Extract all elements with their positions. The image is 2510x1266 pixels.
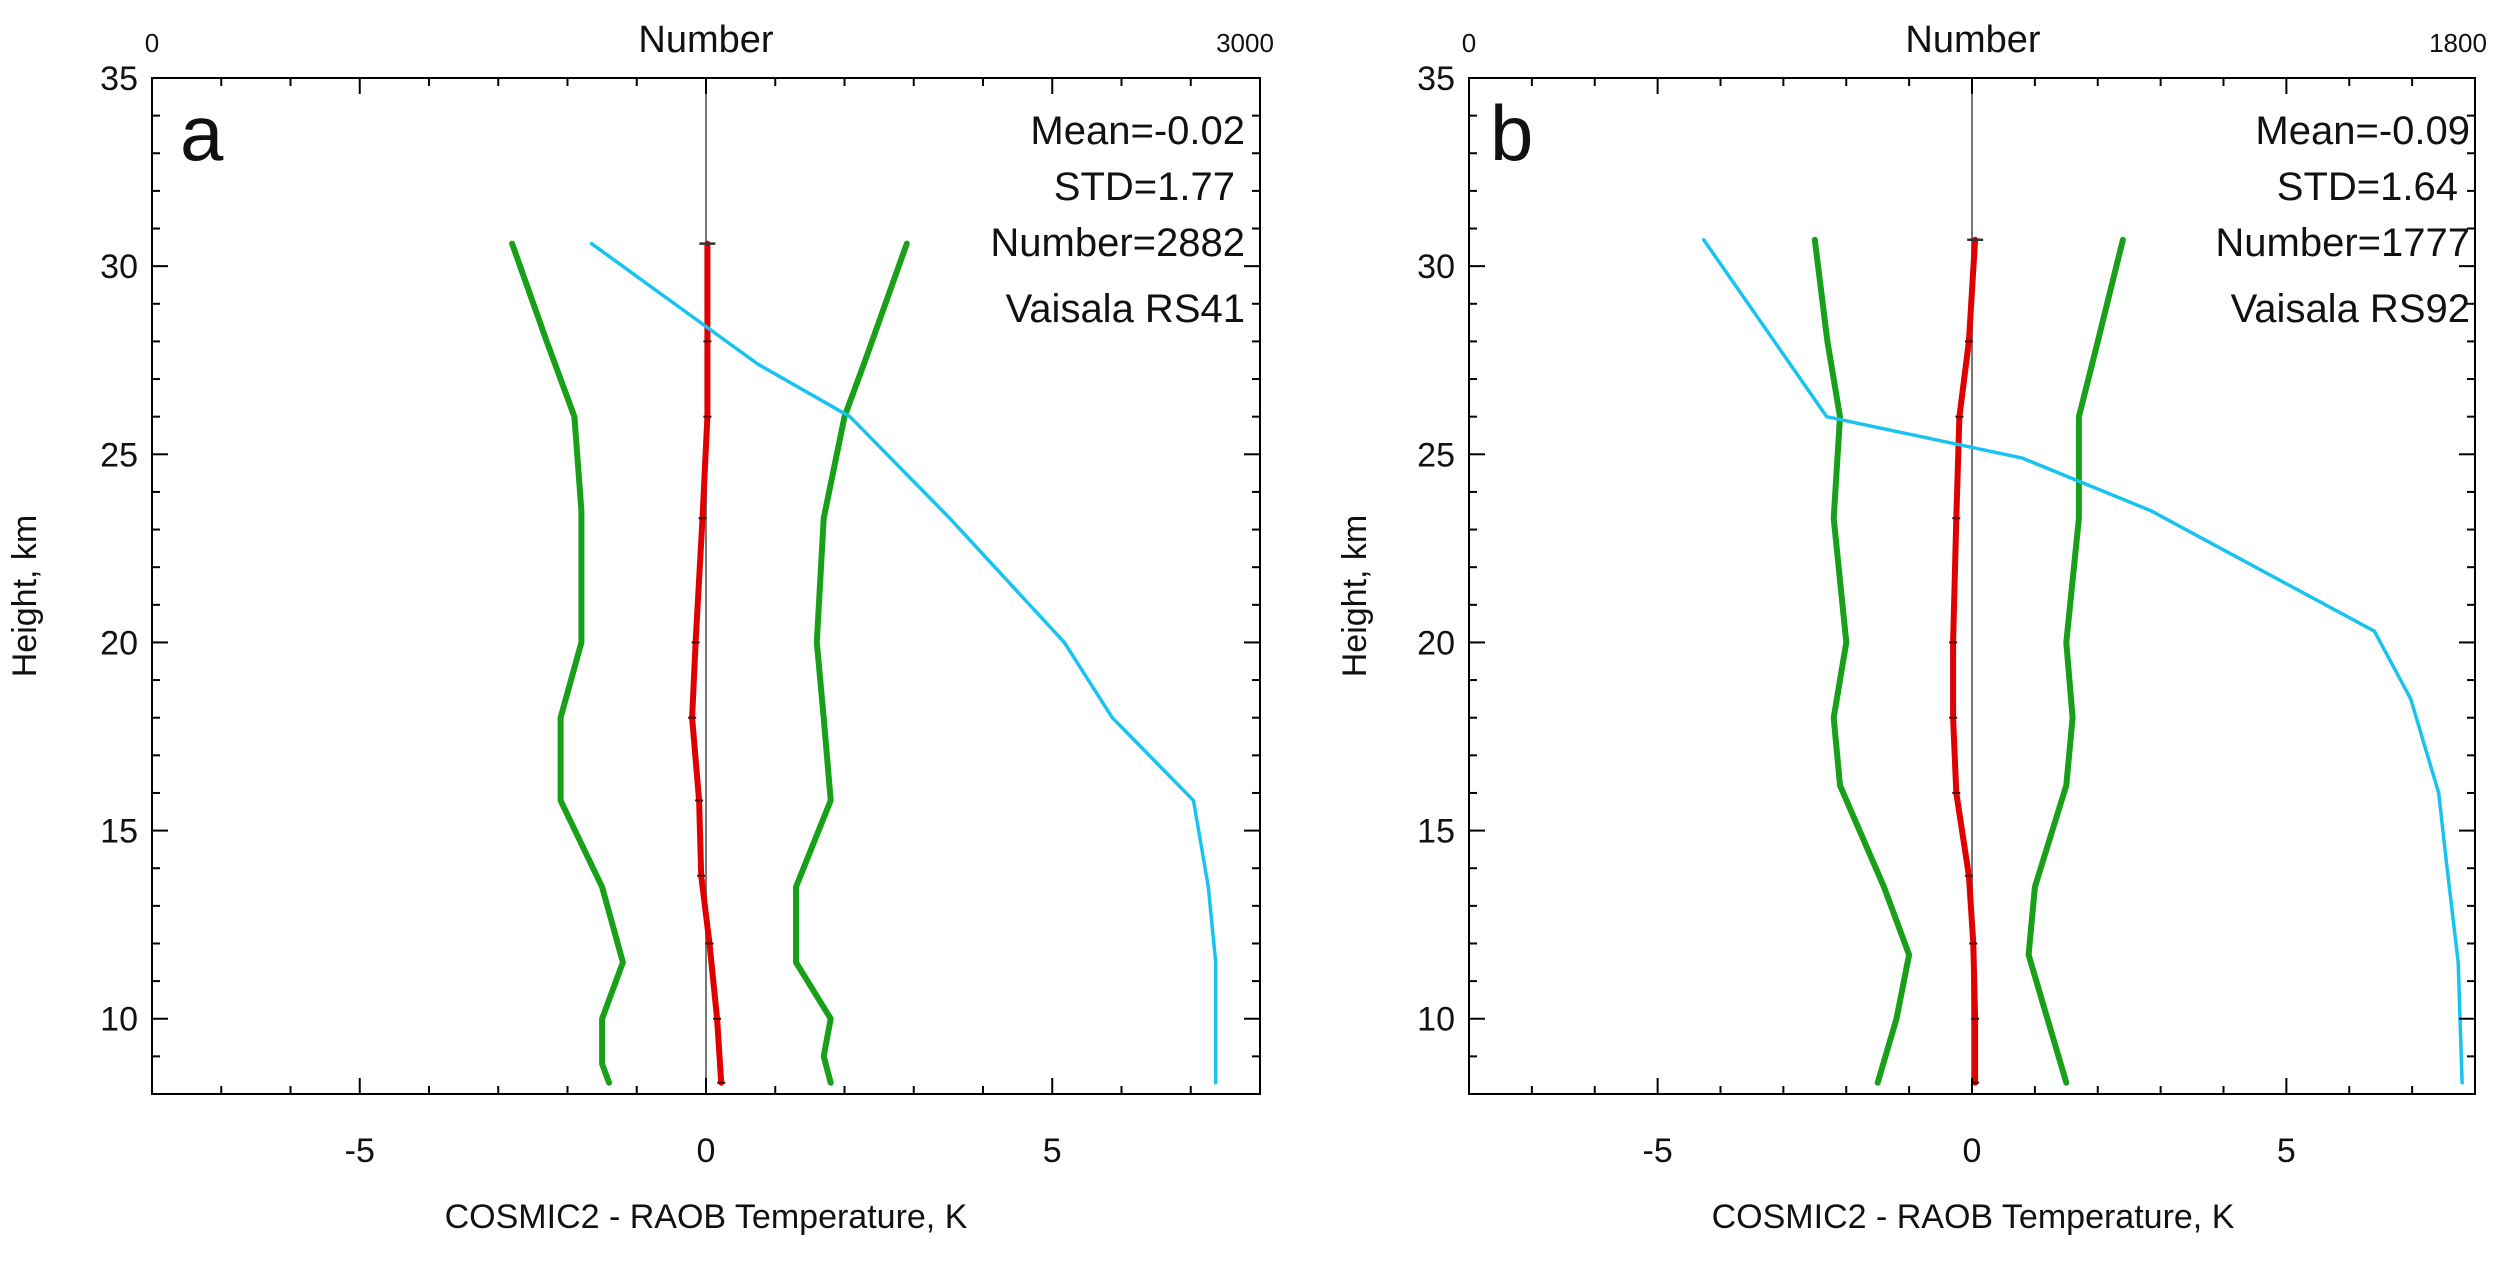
- panel-b-x-tick-label-neg5: -5: [1643, 1132, 1673, 1170]
- panel-a-stat-std: STD=1.77: [1054, 165, 1235, 209]
- panel-a-y-tick-label-15: 15: [100, 813, 138, 851]
- panel-b-instrument-label: Vaisala RS92: [2231, 287, 2470, 331]
- panel-b-y-tick-label-30: 30: [1417, 248, 1455, 286]
- panel-b: 10 15 20 25 30 35 -5 0 5 b Number 0 1800 COSMIC2…: [1336, 19, 2487, 1236]
- panel-b-x-axis-title: COSMIC2 - RAOB Temperature, K: [1712, 1198, 2235, 1236]
- panel-b-x-tick-label-0: 0: [1963, 1132, 1982, 1170]
- panel-a-letter: a: [180, 89, 224, 177]
- panel-a-y-tick-label-30: 30: [100, 248, 138, 286]
- panel-a-top-axis-min-label: 0: [145, 28, 159, 58]
- panel-b-top-axis-title: Number: [1905, 19, 2040, 61]
- panel-b-series-count: [1701, 238, 2464, 1085]
- panel-b-x-tick-label-5: 5: [2277, 1132, 2296, 1170]
- panel-b-top-axis-max-label: 1800: [2429, 28, 2487, 58]
- panel-a-series-std-minus: [509, 240, 626, 1086]
- panel-a-x-tick-label-neg5: -5: [345, 1132, 375, 1170]
- panel-b-data: [1701, 78, 2464, 1094]
- panel-b-top-axis-min-label: 0: [1462, 28, 1476, 58]
- panel-a-series-count: [589, 241, 1218, 1085]
- panel-b-axes: 10 15 20 25 30 35 -5 0 5: [1417, 60, 2476, 1170]
- panel-a-top-axis-title: Number: [638, 19, 773, 61]
- panel-b-stat-std: STD=1.64: [2277, 165, 2458, 209]
- panel-a-instrument-label: Vaisala RS41: [1006, 287, 1245, 331]
- panel-a-data: [509, 78, 1218, 1094]
- panel-a: 10 15 20 25 30 35 -5 0 5 a Number 0 3000 COSMIC2…: [6, 19, 1274, 1236]
- panel-a-stat-mean: Mean=-0.02: [1030, 109, 1245, 153]
- panel-a-x-tick-label-5: 5: [1043, 1132, 1062, 1170]
- panel-b-series-std-plus: [2025, 236, 2126, 1086]
- panel-b-stat-number: Number=1777: [2215, 221, 2470, 265]
- panel-a-top-axis-max-label: 3000: [1216, 28, 1274, 58]
- panel-a-stat-number: Number=2882: [990, 221, 1245, 265]
- panel-b-y-tick-label-20: 20: [1417, 624, 1455, 662]
- panel-b-y-tick-label-25: 25: [1417, 436, 1455, 474]
- panel-a-x-tick-label-0: 0: [697, 1132, 716, 1170]
- panel-b-stat-mean: Mean=-0.09: [2255, 109, 2470, 153]
- panel-a-x-axis-title: COSMIC2 - RAOB Temperature, K: [445, 1198, 968, 1236]
- panel-b-y-tick-label-35: 35: [1417, 60, 1455, 98]
- panel-a-y-tick-label-10: 10: [100, 1001, 138, 1039]
- panel-a-axes: 10 15 20 25 30 35 -5 0 5: [100, 60, 1261, 1170]
- panel-a-y-tick-label-35: 35: [100, 60, 138, 98]
- panel-b-y-tick-label-15: 15: [1417, 813, 1455, 851]
- panel-b-letter: b: [1490, 89, 1533, 177]
- panel-a-y-axis-title: Height, km: [6, 515, 44, 678]
- panel-b-series-std-minus: [1811, 236, 1913, 1086]
- panel-a-series-std-plus: [793, 240, 910, 1086]
- panel-a-y-tick-label-25: 25: [100, 436, 138, 474]
- panel-a-y-tick-label-20: 20: [100, 624, 138, 662]
- panel-b-y-tick-label-10: 10: [1417, 1001, 1455, 1039]
- panel-b-y-axis-title: Height, km: [1336, 515, 1374, 678]
